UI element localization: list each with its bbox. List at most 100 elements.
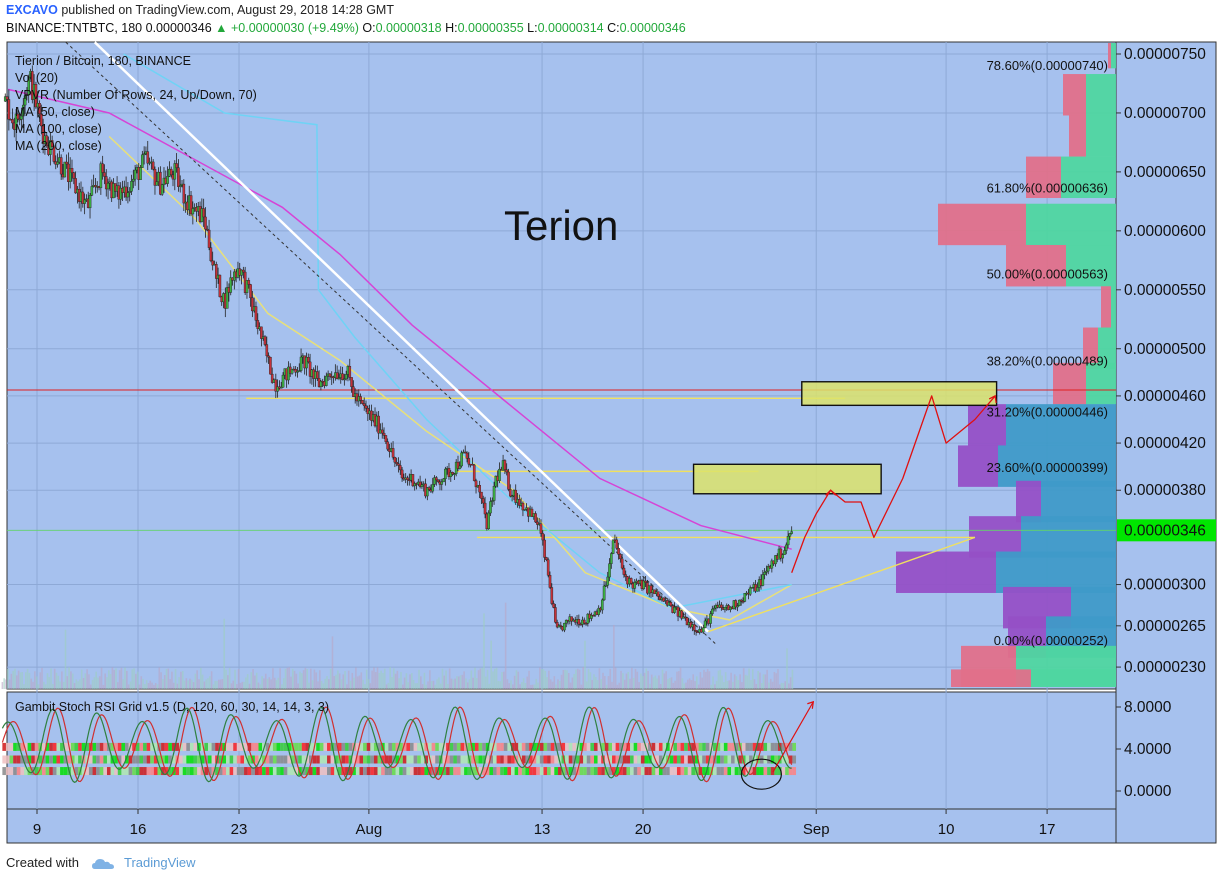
footer: Created with TradingView [6,855,196,871]
volume-bar [394,673,397,689]
volume-bar [207,678,209,689]
candle-body [20,115,23,120]
volume-bar [140,676,143,689]
heat-cell [417,767,421,776]
heat-cell [305,767,309,776]
volume-bar [402,684,404,689]
candle-body [786,535,790,546]
heat-cell [485,755,490,764]
volume-bar [346,684,348,689]
candle-body [393,457,397,463]
heat-cell [583,767,587,776]
heat-cell [680,742,685,751]
volume-bar [755,683,758,689]
volume-bar [522,678,525,689]
candle-body [173,163,177,180]
heat-cell [200,755,205,764]
candle-body [380,429,384,434]
heat-cell [500,767,504,776]
volume-bar [495,667,498,689]
volume-bar [360,672,363,689]
candle-body [364,405,368,409]
volume-bar [77,681,79,689]
heat-cell [597,742,602,751]
heat-cell [666,742,670,751]
volume-bar [564,669,566,689]
volume-bar [358,675,361,689]
heat-cell [402,767,407,776]
heat-cell [420,755,425,764]
tradingview-link[interactable]: TradingView [124,855,196,870]
heat-cell [92,767,97,776]
candle-body [90,186,94,196]
volume-bar [355,667,357,689]
heat-cell [749,755,753,764]
volume-bar [555,684,557,689]
volume-bar [398,678,400,689]
volume-bar [335,674,337,689]
vpvr-down-bar [951,669,1031,687]
price-tick-label: 0.00000230 [1124,659,1206,676]
heat-cell [27,742,32,751]
candle-body [276,386,279,392]
heat-cell [16,755,21,764]
volume-bar [784,681,786,689]
heat-cell [276,755,281,764]
last-price-tag [1117,519,1216,542]
heat-cell [78,742,82,751]
candle-body [530,508,534,517]
heat-cell [330,767,335,776]
candle-body [449,472,453,477]
moving-average-line [7,88,792,550]
heat-cell [626,755,631,764]
osc-tick-label: 4.0000 [1124,741,1172,758]
volume-bar [185,678,188,689]
vpvr-up-bar [1111,43,1116,69]
heat-cell [716,767,721,776]
volume-bar [176,683,179,689]
heat-cell [96,755,100,764]
heat-cell [251,767,255,776]
volume-bar [737,680,740,689]
heat-cell [45,767,50,776]
heat-cell [705,742,710,751]
author-link[interactable]: EXCAVO [6,3,58,17]
heat-cell [258,742,263,751]
heat-cell [456,742,461,751]
volume-bar [539,667,541,689]
heat-cell [276,767,281,776]
heat-cell [539,742,544,751]
volume-bar [540,669,543,689]
volume-bar [221,678,224,689]
candle-body [692,624,696,631]
volume-bar [136,671,139,689]
volume-bar [788,683,790,689]
volume-bar [746,675,749,689]
heat-cell [114,767,118,776]
heat-cell [474,767,479,776]
heat-cell [348,742,353,751]
volume-bar [732,681,734,689]
candle-body [694,630,698,632]
heat-cell [70,767,75,776]
heat-cell [702,742,706,751]
volume-bar [766,669,768,689]
heat-cell [366,742,371,751]
volume-bar [427,681,429,689]
volume-bar [513,675,516,689]
date-tick-label: 17 [1039,821,1056,838]
volume-bar [769,678,772,689]
heat-cell [236,742,241,751]
candle-body [52,146,56,162]
heat-cell [269,755,273,764]
heat-cell [543,742,548,751]
volume-bar [88,674,90,689]
volume-bar [391,676,393,689]
vpvr-up-bar [1066,244,1116,287]
heat-cell [547,755,551,764]
heat-cell [153,742,158,751]
volume-bar [189,678,191,689]
heat-cell [511,742,515,751]
heat-cell [272,767,277,776]
volume-bar [310,668,312,689]
